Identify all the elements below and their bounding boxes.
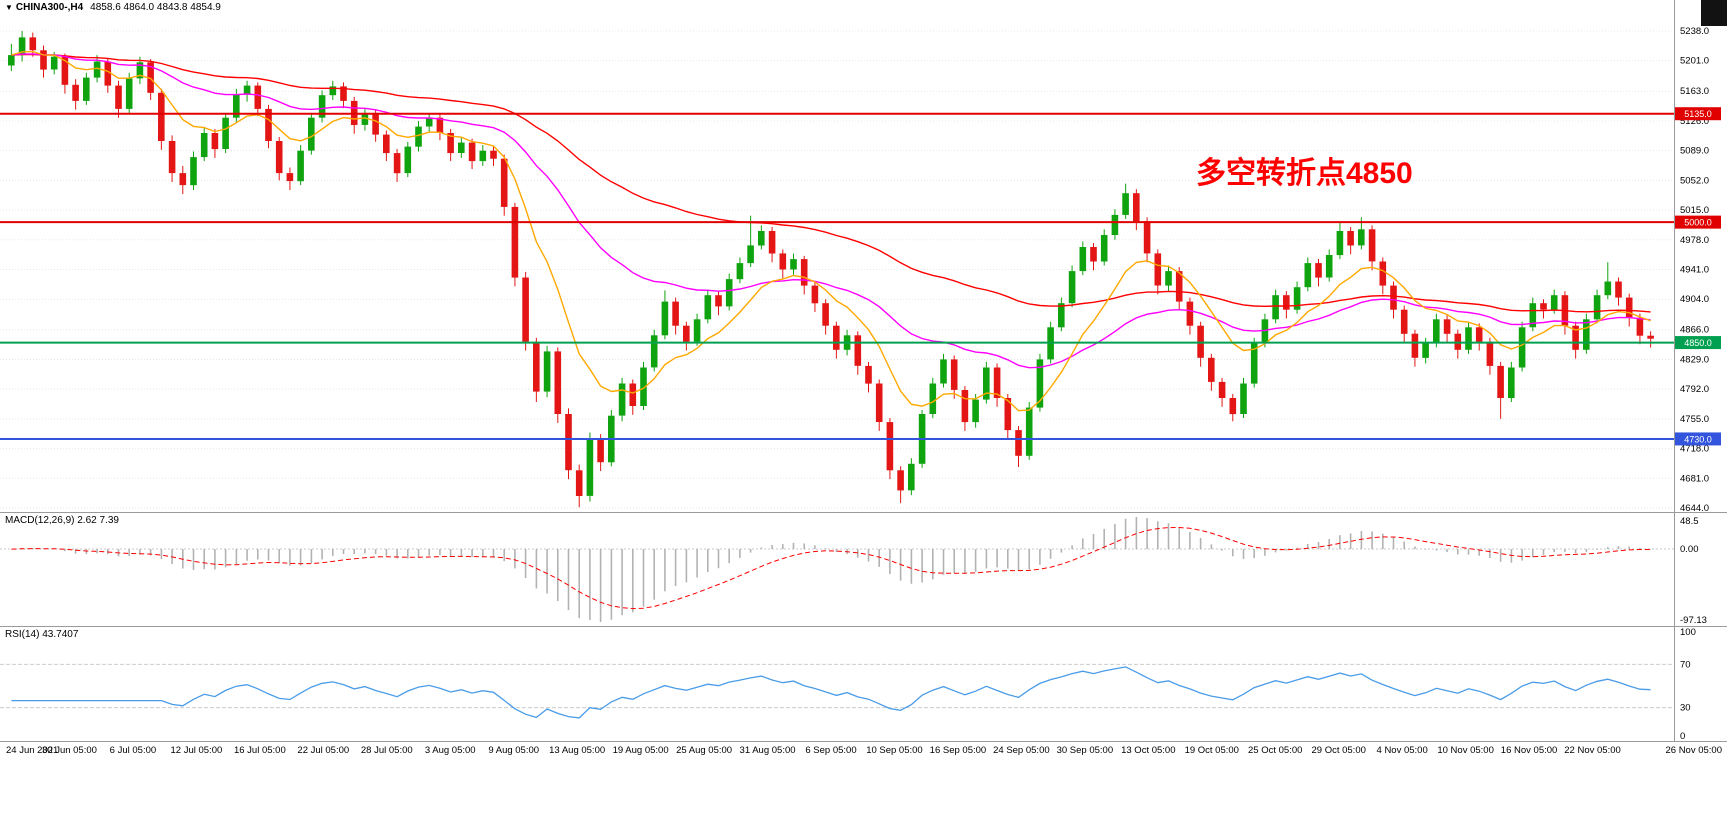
time-label: 19 Aug 05:00: [612, 745, 669, 756]
time-axis[interactable]: 24 Jun 2021 30 Jun 05:00 6 Jul 05:00 12 Jul…: [0, 743, 1727, 761]
time-label: 30 Sep 05:00: [1056, 745, 1114, 756]
svg-text:0.00: 0.00: [1680, 544, 1699, 555]
svg-text:5135.0: 5135.0: [1684, 109, 1712, 119]
svg-text:48.5: 48.5: [1680, 516, 1699, 527]
svg-text:4850.0: 4850.0: [1684, 338, 1712, 348]
time-label: 22 Jul 05:00: [297, 745, 350, 756]
svg-text:5000.0: 5000.0: [1684, 218, 1712, 228]
ohlc-values: 4858.6 4864.0 4843.8 4854.9: [90, 2, 221, 13]
time-label: 16 Jul 05:00: [233, 745, 286, 756]
time-label: 16 Nov 05:00: [1500, 745, 1558, 756]
svg-text:100: 100: [1680, 627, 1696, 638]
slow-ma-line: [11, 53, 1651, 313]
svg-text:70: 70: [1680, 659, 1691, 670]
macd-signal-line: [11, 526, 1651, 610]
svg-text:4755.0: 4755.0: [1680, 414, 1709, 425]
time-label: 25 Oct 05:00: [1248, 745, 1303, 756]
time-label: 25 Aug 05:00: [676, 745, 733, 756]
time-label: 16 Sep 05:00: [929, 745, 987, 756]
svg-text:4718.0: 4718.0: [1680, 444, 1709, 455]
rsi-indicator-label: RSI(14) 43.7407: [5, 629, 78, 640]
svg-text:0: 0: [1680, 731, 1685, 742]
time-label: 28 Jul 05:00: [360, 745, 413, 756]
annotation-text: 多空转折点4850: [1196, 157, 1413, 190]
macd-name: MACD(12,26,9): [5, 515, 75, 526]
rsi-name: RSI(14): [5, 629, 40, 640]
time-label: 10 Nov 05:00: [1437, 745, 1494, 756]
svg-text:4978.0: 4978.0: [1680, 235, 1709, 246]
svg-text:4866.0: 4866.0: [1680, 325, 1709, 336]
rsi-line: [11, 666, 1651, 719]
time-label: 29 Oct 05:00: [1311, 745, 1366, 756]
time-label: 9 Aug 05:00: [488, 745, 540, 756]
chart-canvas[interactable]: 5238.0 5201.0 5163.0 5126.0 5089.0 5052.0 5015…: [0, 0, 1727, 762]
grid-lines: [0, 30, 1674, 509]
horizontal-lines[interactable]: [0, 112, 1674, 440]
time-label: 24 Jun 2021: [6, 745, 59, 756]
time-label: 24 Sep 05:00: [993, 745, 1050, 756]
svg-text:4730.0: 4730.0: [1684, 434, 1712, 444]
svg-text:5089.0: 5089.0: [1680, 146, 1709, 157]
svg-text:5052.0: 5052.0: [1680, 175, 1709, 186]
rsi-current-value: 43.7407: [42, 629, 79, 640]
time-label: 26 Nov 05:00: [1665, 745, 1722, 756]
medium-ma-line: [11, 53, 1651, 369]
time-label: 13 Aug 05:00: [549, 745, 606, 756]
macd-indicator-label: MACD(12,26,9) 2.62 7.39: [5, 515, 119, 526]
svg-text:-97.13: -97.13: [1680, 615, 1707, 626]
time-label: 10 Sep 05:00: [866, 745, 923, 756]
time-label: 31 Aug 05:00: [739, 745, 796, 756]
svg-text:4941.0: 4941.0: [1680, 265, 1709, 276]
time-label: 3 Aug 05:00: [424, 745, 476, 756]
macd-current-values: 2.62 7.39: [77, 515, 119, 526]
corner-block: [1701, 0, 1727, 26]
chart-dropdown-icon[interactable]: ▼: [5, 3, 13, 12]
svg-text:4829.0: 4829.0: [1680, 354, 1709, 365]
time-label: 30 Jun 05:00: [41, 745, 97, 756]
time-label: 13 Oct 05:00: [1121, 745, 1176, 756]
time-label: 6 Jul 05:00: [109, 745, 157, 756]
pane-separators: [0, 0, 1727, 742]
svg-text:5126.0: 5126.0: [1680, 116, 1709, 127]
svg-text:4792.0: 4792.0: [1680, 384, 1709, 395]
svg-text:5163.0: 5163.0: [1680, 86, 1709, 97]
svg-text:5015.0: 5015.0: [1680, 205, 1709, 216]
svg-text:4681.0: 4681.0: [1680, 473, 1709, 484]
time-label: 19 Oct 05:00: [1184, 745, 1239, 756]
symbol-info: ▼ CHINA300-,H4 4858.6 4864.0 4843.8 4854.9: [5, 2, 221, 13]
symbol-timeframe: CHINA300-,H4: [15, 2, 84, 13]
svg-text:4644.0: 4644.0: [1680, 503, 1709, 514]
svg-text:4904.0: 4904.0: [1680, 294, 1709, 305]
svg-text:5201.0: 5201.0: [1680, 56, 1709, 67]
svg-text:30: 30: [1680, 703, 1691, 714]
macd-histogram: [21, 517, 1652, 622]
price-axis[interactable]: 5238.0 5201.0 5163.0 5126.0 5089.0 5052.0 5015…: [1675, 26, 1721, 742]
time-label: 12 Jul 05:00: [170, 745, 223, 756]
moving-averages: [11, 50, 1651, 412]
time-label: 6 Sep 05:00: [805, 745, 857, 756]
time-label: 22 Nov 05:00: [1564, 745, 1621, 756]
time-label: 4 Nov 05:00: [1376, 745, 1428, 756]
svg-text:5238.0: 5238.0: [1680, 26, 1709, 37]
fast-ma-line: [11, 50, 1651, 412]
